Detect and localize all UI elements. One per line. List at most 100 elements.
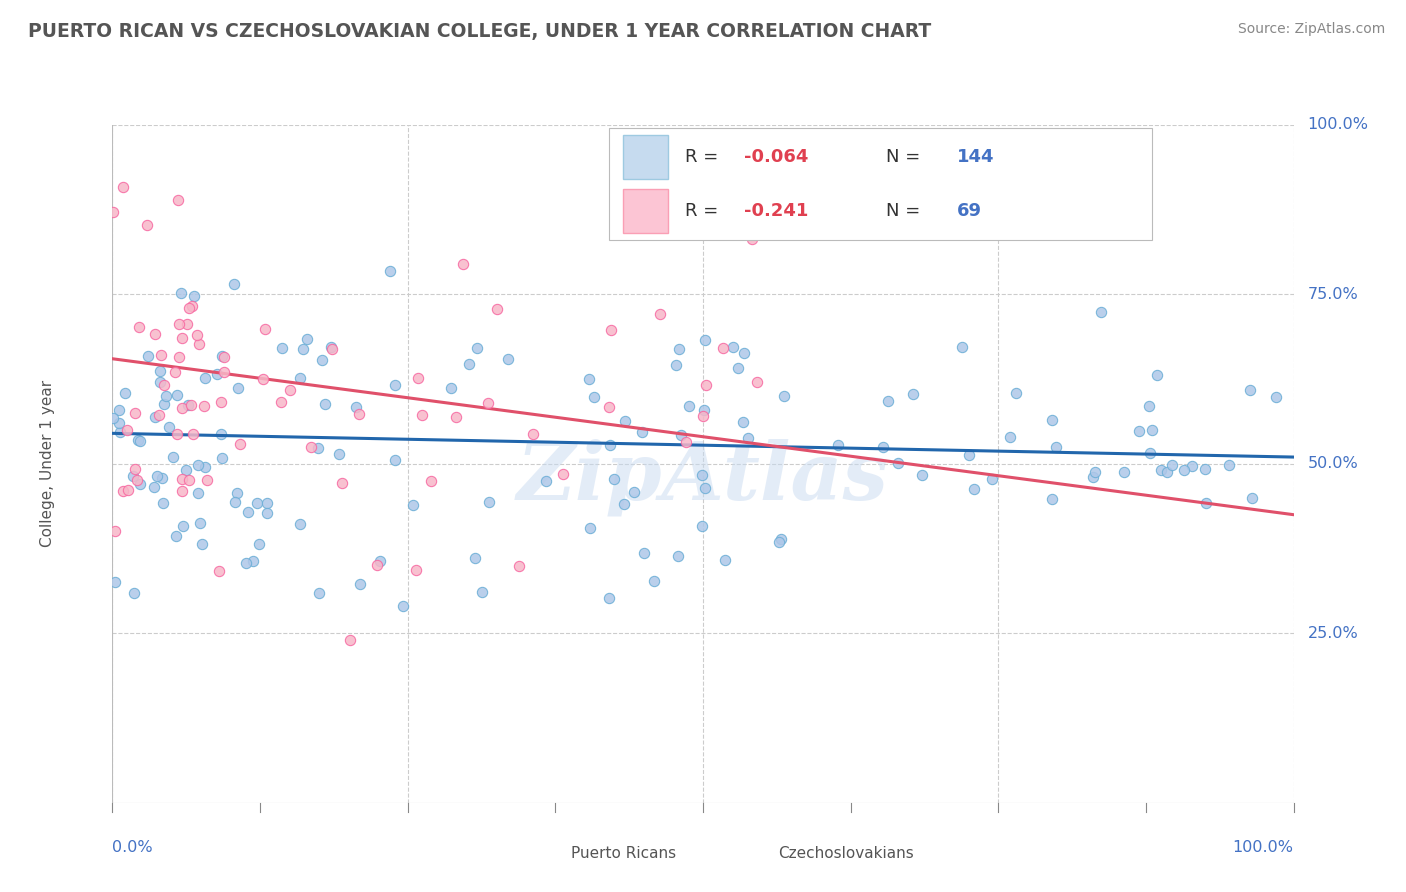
Point: [366, 558, 388, 572]
Point: [392, 599, 415, 614]
Point: [440, 381, 463, 395]
Text: 25.0%: 25.0%: [1308, 626, 1358, 640]
Point: [599, 324, 621, 338]
Point: [579, 520, 602, 534]
Point: [174, 463, 197, 477]
Point: [599, 438, 621, 452]
Point: [1040, 413, 1063, 427]
Point: [711, 341, 734, 355]
Text: 100.0%: 100.0%: [1308, 118, 1368, 132]
Point: [1264, 390, 1286, 404]
Point: [741, 232, 763, 246]
Point: [108, 416, 131, 430]
Point: [380, 264, 402, 278]
Point: [1139, 399, 1161, 413]
Point: [288, 517, 311, 532]
Point: [166, 426, 188, 441]
Point: [328, 447, 350, 461]
Text: 144: 144: [957, 148, 994, 166]
Point: [187, 458, 209, 472]
Point: [733, 415, 755, 429]
Point: [598, 400, 620, 414]
Point: [534, 474, 557, 488]
Point: [1194, 462, 1216, 476]
Point: [143, 410, 166, 425]
Point: [478, 495, 501, 509]
Point: [613, 414, 636, 428]
Text: Source: ZipAtlas.com: Source: ZipAtlas.com: [1237, 22, 1385, 37]
Text: 75.0%: 75.0%: [1308, 287, 1358, 301]
Point: [419, 474, 441, 488]
Point: [321, 342, 343, 356]
Point: [108, 425, 131, 439]
Point: [101, 410, 124, 425]
Point: [339, 633, 361, 648]
Point: [633, 546, 655, 560]
Point: [107, 403, 129, 417]
Point: [344, 400, 367, 414]
Text: R =: R =: [685, 202, 724, 220]
Point: [727, 360, 749, 375]
Point: [733, 346, 755, 360]
Point: [957, 448, 980, 462]
Point: [194, 459, 217, 474]
Point: [827, 438, 849, 452]
Point: [1181, 458, 1204, 473]
Point: [180, 398, 202, 412]
Point: [1112, 465, 1135, 479]
Point: [1040, 491, 1063, 506]
Point: [769, 533, 792, 547]
Point: [384, 453, 406, 467]
Bar: [537, 847, 553, 861]
Point: [172, 483, 194, 498]
Point: [451, 256, 474, 270]
Point: [1241, 491, 1264, 506]
Text: Puerto Ricans: Puerto Ricans: [571, 847, 676, 861]
Point: [998, 430, 1021, 444]
Point: [406, 370, 429, 384]
Point: [292, 342, 315, 356]
Point: [246, 496, 269, 510]
Point: [887, 456, 910, 470]
Point: [485, 302, 508, 317]
Point: [602, 473, 624, 487]
Point: [104, 575, 127, 590]
Text: 100.0%: 100.0%: [1233, 840, 1294, 855]
Bar: [623, 189, 668, 234]
Point: [665, 359, 688, 373]
Point: [668, 343, 690, 357]
Point: [121, 469, 143, 483]
Point: [1090, 304, 1112, 318]
Point: [252, 372, 274, 386]
Point: [153, 397, 176, 411]
Point: [209, 395, 232, 409]
Point: [162, 450, 184, 464]
Point: [737, 431, 759, 445]
Point: [1195, 496, 1218, 510]
Point: [1161, 458, 1184, 472]
Point: [1128, 424, 1150, 438]
Point: [477, 395, 499, 409]
Point: [321, 340, 343, 354]
Point: [229, 437, 252, 451]
Point: [471, 584, 494, 599]
Text: PUERTO RICAN VS CZECHOSLOVAKIAN COLLEGE, UNDER 1 YEAR CORRELATION CHART: PUERTO RICAN VS CZECHOSLOVAKIAN COLLEGE,…: [28, 22, 931, 41]
Point: [582, 390, 605, 404]
Point: [578, 372, 600, 386]
Point: [128, 320, 150, 334]
Point: [170, 285, 193, 300]
Point: [270, 341, 292, 355]
Point: [308, 586, 330, 600]
Point: [690, 519, 713, 533]
Point: [177, 301, 200, 315]
Point: [177, 473, 200, 487]
Point: [153, 378, 176, 392]
Point: [508, 558, 530, 573]
FancyBboxPatch shape: [609, 128, 1152, 240]
Point: [314, 397, 336, 411]
Point: [163, 365, 186, 379]
Point: [138, 349, 160, 363]
Point: [872, 440, 894, 454]
Point: [122, 585, 145, 599]
Point: [152, 496, 174, 510]
